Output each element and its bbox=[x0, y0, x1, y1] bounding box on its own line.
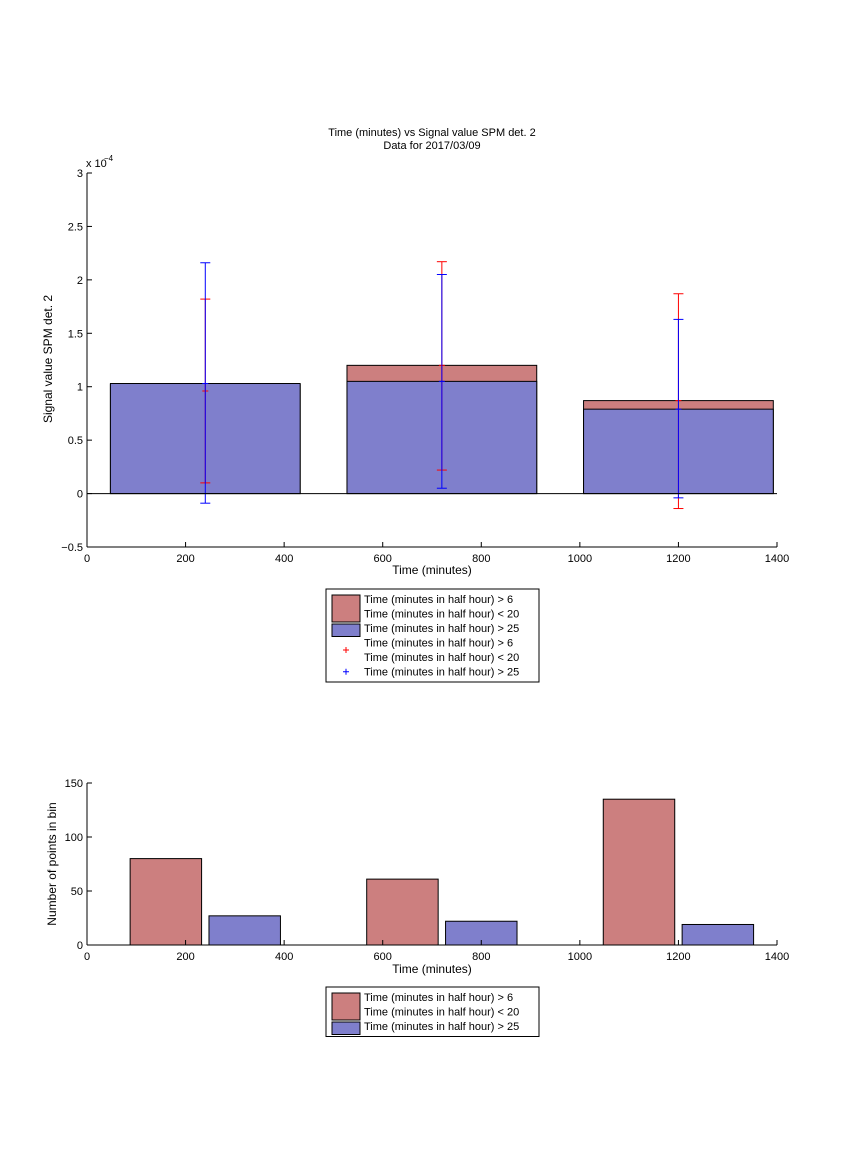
x-axis-label: Time (minutes) bbox=[392, 962, 472, 976]
x-tick-label: 1400 bbox=[765, 951, 789, 963]
x-tick-label: 200 bbox=[176, 951, 194, 963]
x-tick-label: 400 bbox=[275, 553, 293, 565]
legend-swatch bbox=[331, 623, 361, 637]
bar-red bbox=[602, 798, 676, 946]
y-tick-label: −0.5 bbox=[61, 542, 83, 554]
y-axis-label: Signal value SPM det. 2 bbox=[41, 295, 55, 423]
axes: 0 200 400 600 800 1000 1200 1400 0 50 100 150 bbox=[65, 778, 790, 963]
legend-swatch bbox=[331, 1021, 361, 1035]
bar-red bbox=[129, 858, 203, 946]
exponent-base: x 10 bbox=[86, 158, 107, 170]
x-tick-label: 1400 bbox=[765, 553, 789, 565]
x-axis-label: Time (minutes) bbox=[392, 563, 472, 577]
legend-label: Time (minutes in half hour) < 20 bbox=[364, 652, 519, 664]
legend-label: Time (minutes in half hour) > 6 bbox=[364, 992, 513, 1004]
y-tick-label: 0 bbox=[77, 940, 83, 952]
y-tick-label: 2 bbox=[77, 275, 83, 287]
legend-label: Time (minutes in half hour) < 20 bbox=[364, 1007, 519, 1019]
chart-subtitle: Data for 2017/03/09 bbox=[383, 140, 480, 152]
x-tick-label: 800 bbox=[472, 553, 490, 565]
y-axis-label: Number of points in bin bbox=[45, 802, 59, 925]
legend-swatch bbox=[331, 594, 361, 623]
y-tick-label: 50 bbox=[71, 886, 83, 898]
legend-box bbox=[325, 986, 540, 1037]
y-tick-label: 150 bbox=[65, 778, 83, 790]
x-tick-label: 1200 bbox=[666, 951, 690, 963]
x-tick-label: 1000 bbox=[568, 951, 592, 963]
legend: Time (minutes in half hour) > 6 Time (min… bbox=[325, 588, 540, 683]
legend-label: Time (minutes in half hour) > 25 bbox=[364, 623, 519, 635]
bar-blue bbox=[681, 923, 755, 946]
legend: Time (minutes in half hour) > 6 Time (min… bbox=[325, 986, 540, 1037]
legend-label: Time (minutes in half hour) < 20 bbox=[364, 609, 519, 621]
legend-box bbox=[325, 588, 540, 683]
signal-chart: Time (minutes) vs Signal value SPM det. … bbox=[41, 127, 789, 683]
x-tick-label: 0 bbox=[84, 553, 90, 565]
x-tick-label: 1200 bbox=[666, 553, 690, 565]
x-tick-label: 800 bbox=[472, 951, 490, 963]
y-tick-label: 0.5 bbox=[68, 435, 83, 447]
y-tick-label: 1.5 bbox=[68, 328, 83, 340]
y-tick-label: 2.5 bbox=[68, 221, 83, 233]
count-chart: 0 200 400 600 800 1000 1200 1400 0 50 100 150 Time … bbox=[45, 778, 789, 1037]
legend-label: Time (minutes in half hour) > 25 bbox=[364, 667, 519, 679]
x-tick-label: 0 bbox=[84, 951, 90, 963]
chart-title: Time (minutes) vs Signal value SPM det. … bbox=[328, 127, 535, 139]
y-tick-label: 100 bbox=[65, 832, 83, 844]
exponent-power: −4 bbox=[104, 154, 114, 163]
error-bars bbox=[200, 261, 684, 510]
legend-label: Time (minutes in half hour) > 6 bbox=[364, 594, 513, 606]
bar-blue bbox=[208, 915, 281, 946]
legend-swatch bbox=[331, 992, 361, 1021]
y-tick-label: 0 bbox=[77, 489, 83, 501]
axes: 0 200 400 600 800 1000 1200 1400−0.500.511.522.… bbox=[61, 168, 789, 565]
bar-red bbox=[366, 878, 439, 946]
x-tick-label: 200 bbox=[176, 553, 194, 565]
x-tick-label: 400 bbox=[275, 951, 293, 963]
legend-label: Time (minutes in half hour) > 6 bbox=[364, 638, 513, 650]
x-tick-label: 1000 bbox=[568, 553, 592, 565]
x-tick-label: 600 bbox=[374, 951, 392, 963]
y-tick-label: 1 bbox=[77, 382, 83, 394]
legend-label: Time (minutes in half hour) > 25 bbox=[364, 1021, 519, 1033]
bar-marks bbox=[129, 798, 755, 946]
y-exponent-label: x 10 −4 bbox=[86, 154, 114, 170]
x-tick-label: 600 bbox=[374, 553, 392, 565]
y-tick-label: 3 bbox=[77, 168, 83, 180]
